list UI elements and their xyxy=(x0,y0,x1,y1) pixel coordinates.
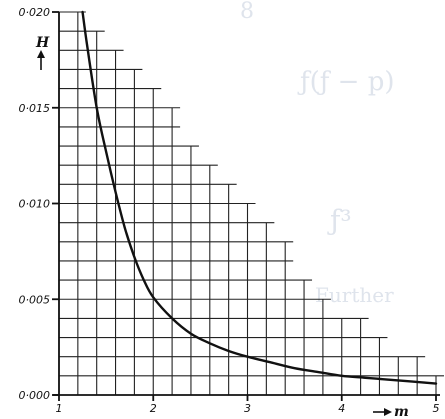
y-axis-title: H xyxy=(35,35,50,70)
x-tick-label: 4 xyxy=(338,402,345,415)
svg-text:Further: Further xyxy=(315,283,394,307)
y-tick-label: 0·010 xyxy=(19,198,51,211)
series-line xyxy=(81,10,438,385)
y-axis: 0·000 0·005 0·010 0·015 0·020 xyxy=(19,6,60,402)
x-tick-label: 1 xyxy=(56,402,63,415)
y-tick-label: 0·000 xyxy=(19,389,51,402)
svg-text:8: 8 xyxy=(240,0,254,24)
svg-text:ƒ(ƒ − p): ƒ(ƒ − p) xyxy=(297,67,395,97)
y-axis-arrow-head xyxy=(37,50,45,58)
x-axis: 1 2 3 4 5 xyxy=(53,394,440,415)
y-tick-label: 0·020 xyxy=(19,6,51,19)
svg-text:ƒ³: ƒ³ xyxy=(327,204,352,237)
x-axis-title: m xyxy=(373,404,409,419)
x-tick-label: 5 xyxy=(433,402,440,415)
bleed-through-text: 8 ƒ(ƒ − p) ƒ³ Further xyxy=(240,0,395,307)
x-tick-label: 3 xyxy=(244,402,251,415)
y-axis-label: H xyxy=(35,35,50,51)
y-tick-label: 0·015 xyxy=(19,102,51,115)
x-axis-label: m xyxy=(394,404,409,419)
y-tick-label: 0·005 xyxy=(19,293,51,306)
x-tick-label: 2 xyxy=(150,402,157,415)
x-axis-arrow-head xyxy=(384,408,392,416)
